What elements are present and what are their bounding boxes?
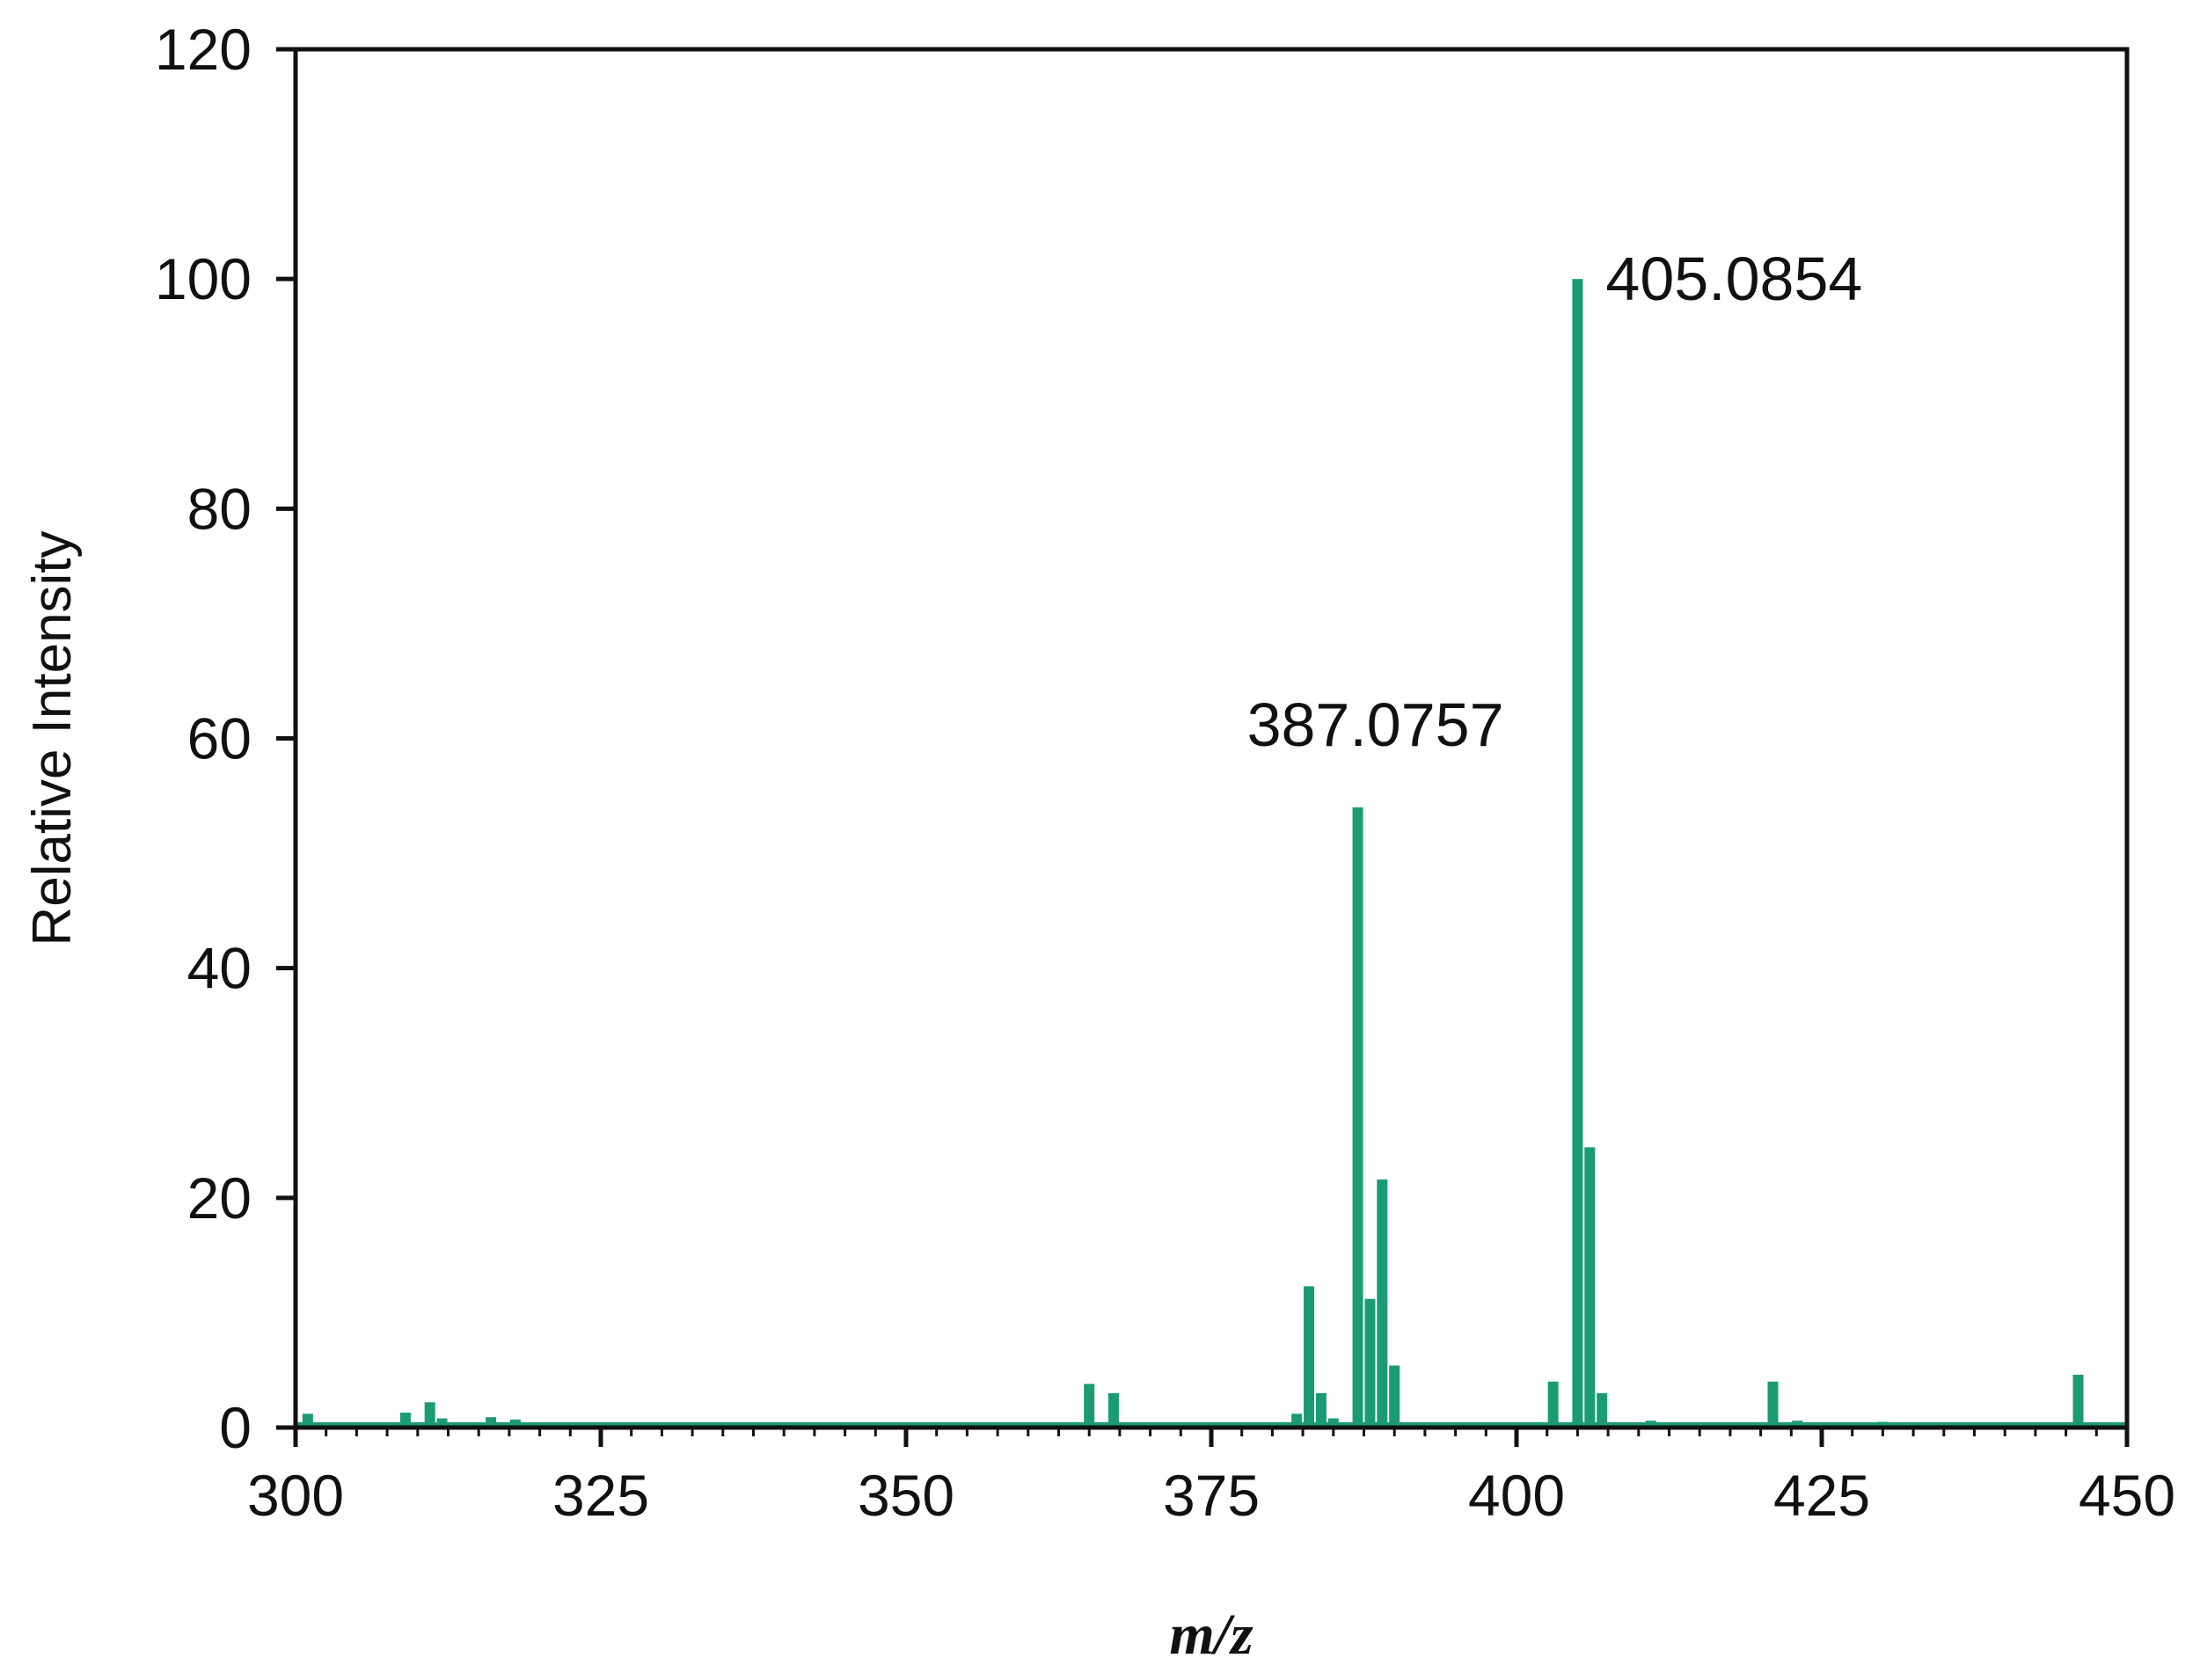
spectrum-bar — [1107, 1392, 1119, 1428]
y-tick-label: 60 — [187, 706, 252, 771]
annotations-layer: 405.0854 387.0757 — [1247, 245, 1863, 759]
spectrum-bar — [1364, 1298, 1376, 1428]
x-axis-label: m/z — [1169, 1603, 1253, 1667]
bars-layer — [302, 279, 2084, 1428]
spectrum-bar — [436, 1418, 448, 1428]
spectrum-bar — [1792, 1421, 1803, 1428]
x-tick-label: 350 — [858, 1463, 954, 1528]
spectrum-bar — [424, 1402, 435, 1428]
spectrum-bar — [1547, 1381, 1559, 1428]
y-tick-label: 40 — [187, 936, 252, 1001]
y-tick-label: 100 — [155, 246, 252, 311]
spectrum-bar — [399, 1413, 411, 1428]
y-tick-label: 120 — [155, 17, 252, 82]
spectrum-bar — [2072, 1374, 2084, 1428]
spectrum-bar — [1291, 1413, 1303, 1428]
y-axis-label: Relative Intensity — [22, 530, 83, 946]
spectrum-bar — [1304, 1286, 1315, 1428]
y-tick-label: 0 — [219, 1395, 252, 1460]
spectrum-bar — [1877, 1421, 1889, 1428]
spectrum-bar — [1767, 1381, 1779, 1428]
x-tick-label: 450 — [2079, 1463, 2175, 1528]
spectrum-bar — [1327, 1418, 1339, 1428]
spectrum-bar — [1084, 1384, 1095, 1428]
spectrum-bar — [1352, 807, 1363, 1428]
spectrum-bar — [1572, 279, 1583, 1428]
labels-layer: 300 325 350 375 400 425 450 0 20 40 60 80 100 120 — [155, 17, 2175, 1528]
spectrum-bar — [1645, 1421, 1656, 1428]
y-tick-label: 80 — [187, 476, 252, 541]
x-tick-label: 400 — [1468, 1463, 1565, 1528]
spectrum-bar — [486, 1417, 497, 1428]
spectrum-bar — [509, 1419, 521, 1428]
y-tick-label: 20 — [187, 1165, 252, 1231]
x-tick-label: 325 — [552, 1463, 649, 1528]
x-tick-label: 300 — [247, 1463, 344, 1528]
spectrum-bar — [1584, 1147, 1596, 1428]
peak-annotation-387: 387.0757 — [1247, 690, 1504, 759]
x-tick-label: 425 — [1773, 1463, 1870, 1528]
ticks-layer — [276, 47, 2130, 1447]
peak-annotation-405: 405.0854 — [1605, 245, 1862, 313]
spectrum-bar — [1389, 1365, 1400, 1428]
spectrum-bar — [1315, 1392, 1327, 1428]
spectrum-bar — [1377, 1179, 1388, 1428]
spectrum-bar — [1597, 1392, 1608, 1428]
x-tick-label: 375 — [1163, 1463, 1260, 1528]
spectrum-bar — [302, 1413, 313, 1428]
